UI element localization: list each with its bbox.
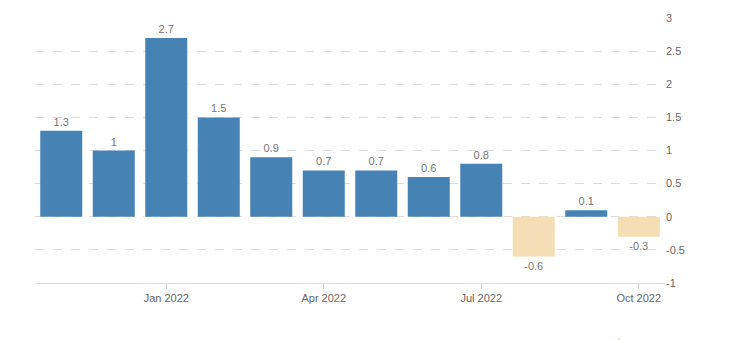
svg-text:3: 3 [666,12,672,24]
svg-text:0.7: 0.7 [316,155,331,167]
svg-text:-0.3: -0.3 [629,240,648,252]
svg-text:0: 0 [666,211,672,223]
svg-text:0.9: 0.9 [264,142,279,154]
svg-text:TRADINGECONOMICS.COM | U.S. CE: TRADINGECONOMICS.COM | U.S. CENSUS BUREA… [496,338,720,340]
svg-text:Apr 2022: Apr 2022 [301,292,346,304]
svg-text:0.6: 0.6 [421,162,436,174]
svg-text:2: 2 [666,78,672,90]
svg-text:1.5: 1.5 [211,102,226,114]
svg-text:Jan 2022: Jan 2022 [144,292,189,304]
svg-text:-1: -1 [666,277,676,289]
svg-text:0.7: 0.7 [369,155,384,167]
svg-text:-0.5: -0.5 [666,244,685,256]
svg-text:2.5: 2.5 [666,45,681,57]
svg-text:1.5: 1.5 [666,111,681,123]
svg-text:1: 1 [666,144,672,156]
svg-text:0.8: 0.8 [474,149,489,161]
svg-text:Oct 2022: Oct 2022 [616,292,661,304]
svg-text:Jul 2022: Jul 2022 [460,292,502,304]
svg-text:0.5: 0.5 [666,177,681,189]
svg-text:-0.6: -0.6 [524,260,543,272]
svg-text:1: 1 [111,136,117,148]
svg-text:2.7: 2.7 [159,23,174,35]
svg-text:1.3: 1.3 [54,116,69,128]
svg-text:0.1: 0.1 [579,195,594,207]
